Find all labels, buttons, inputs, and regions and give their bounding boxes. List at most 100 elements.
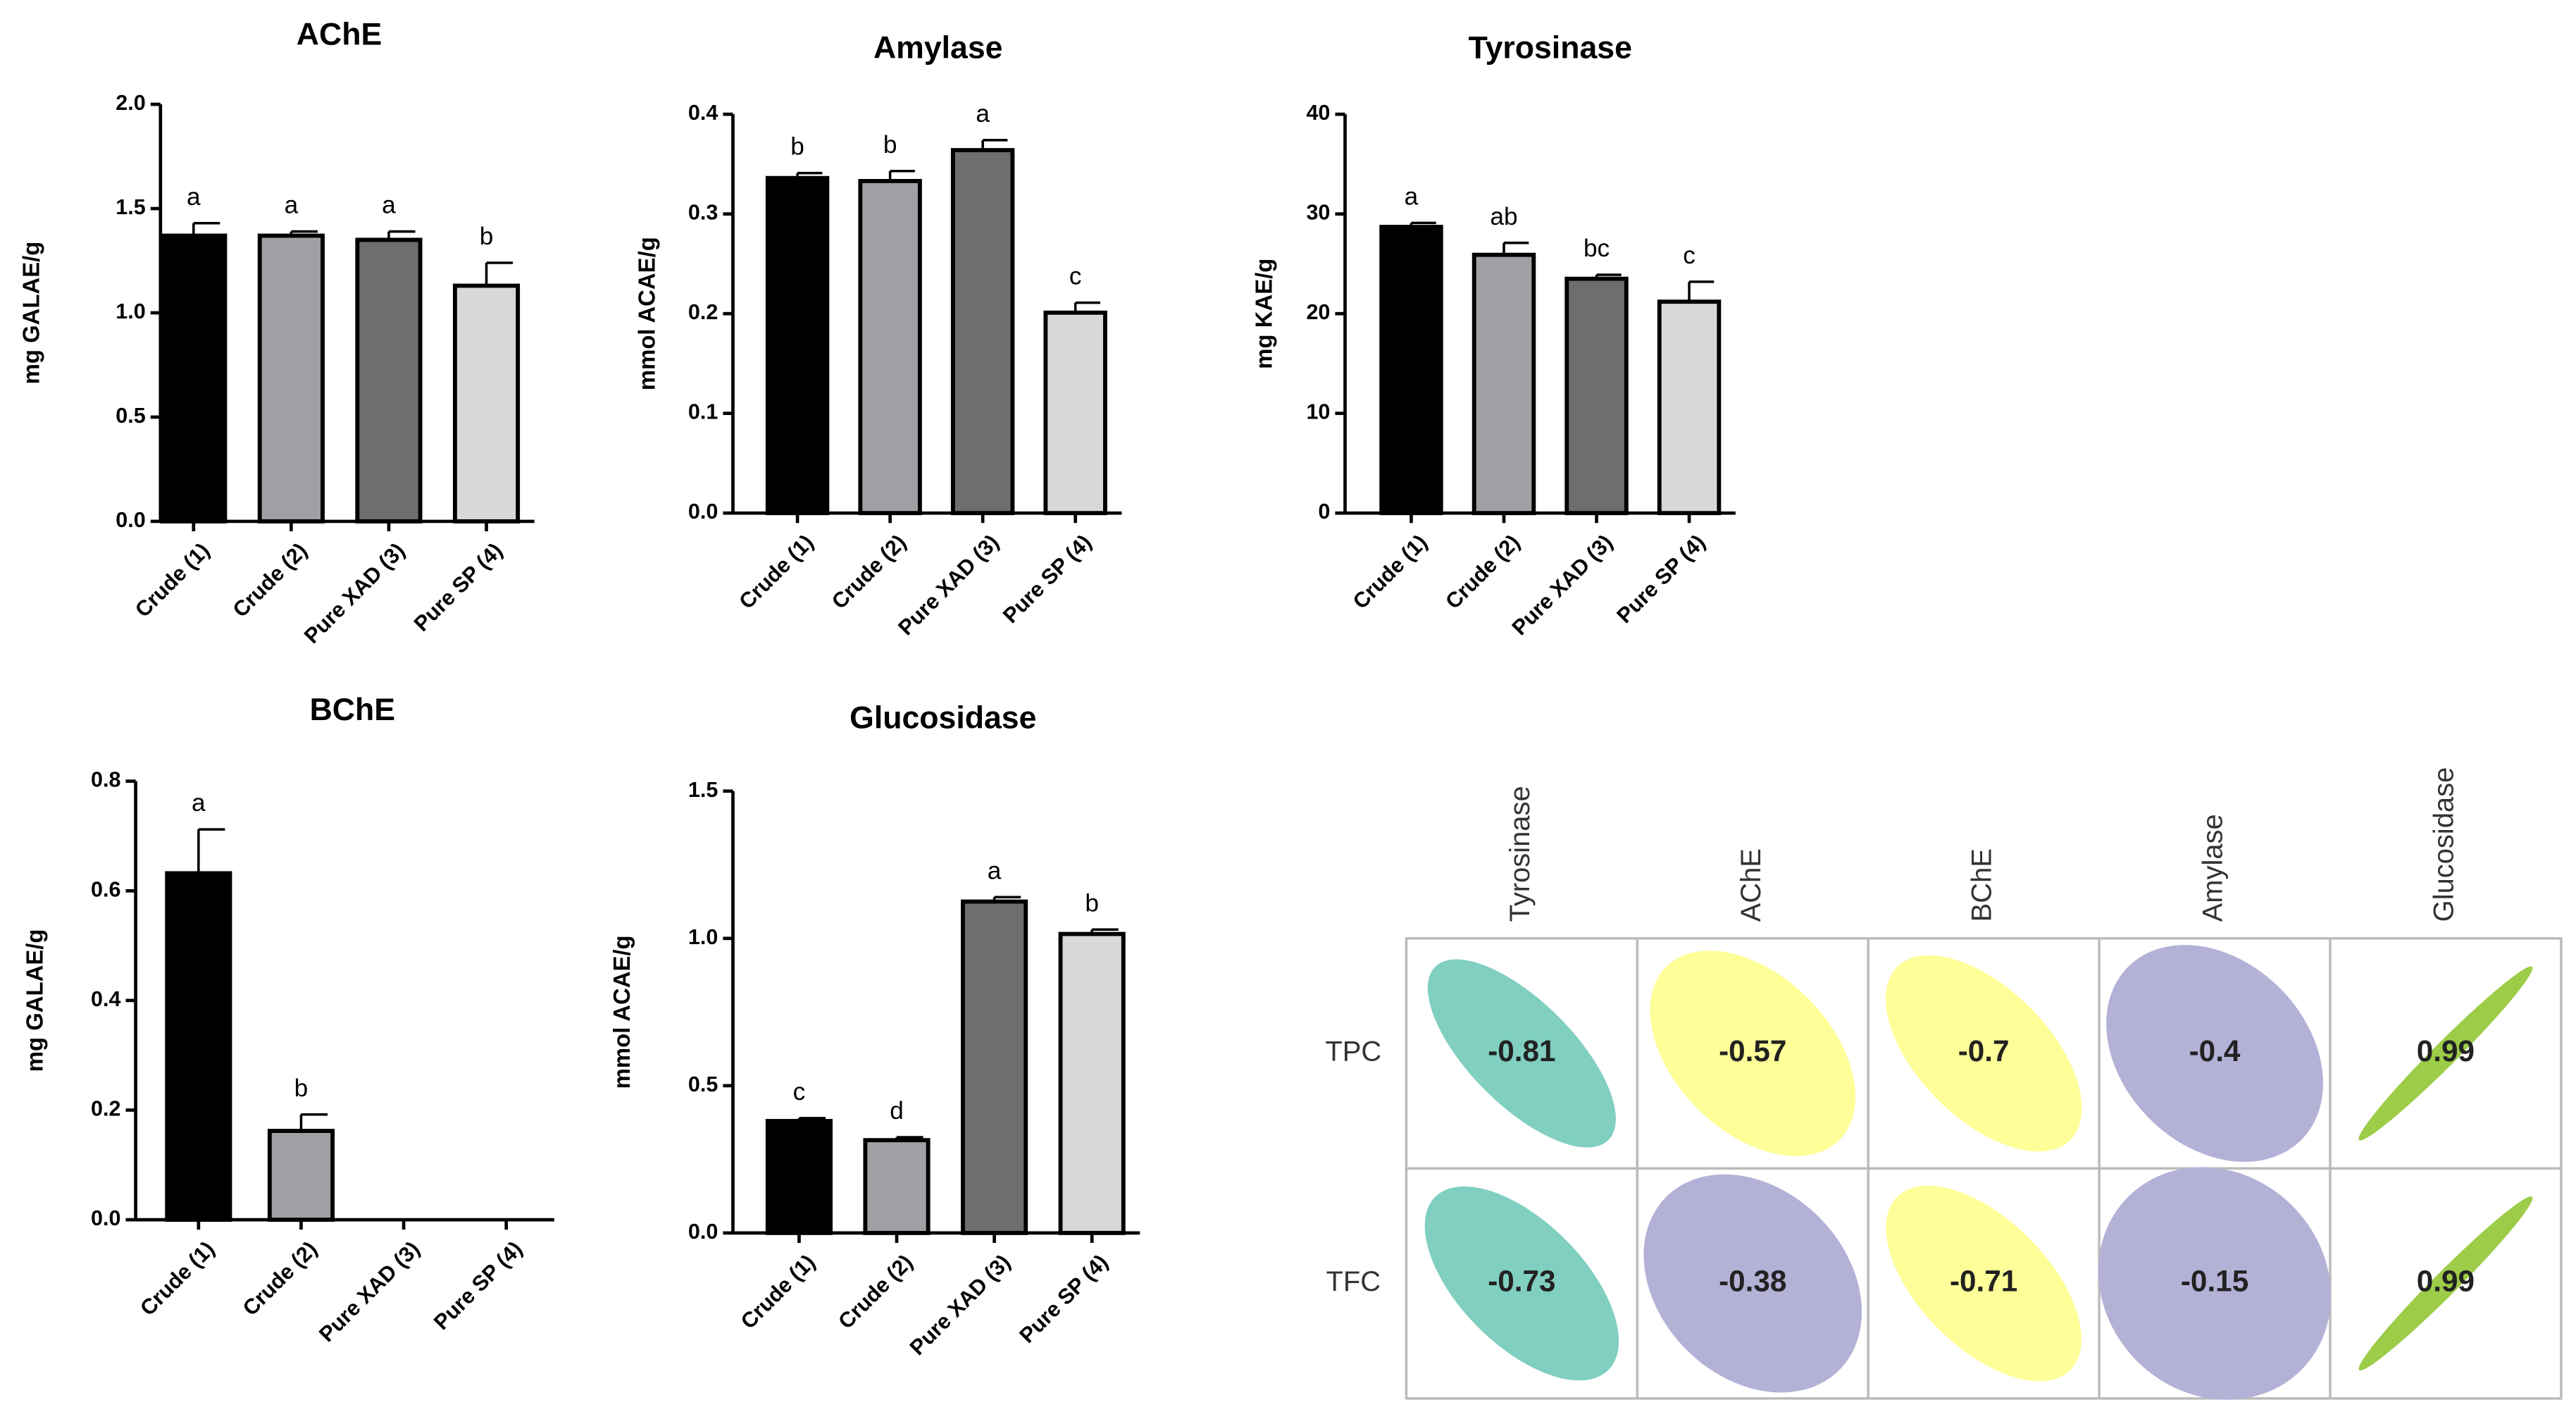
significance-letter: ab [1490, 203, 1517, 230]
x-tick-label: Pure SP (4) [429, 1237, 527, 1335]
error-bar [888, 170, 915, 181]
chart-title: AChE [297, 18, 382, 52]
y-tick-label: 2.0 [116, 91, 145, 115]
y-tick-label: 30 [1306, 201, 1330, 225]
y-tick-label: 0.0 [116, 508, 145, 532]
y-tick-label: 10 [1306, 400, 1330, 424]
bar [1564, 276, 1629, 516]
significance-letter: b [294, 1075, 309, 1102]
error-bar [1595, 273, 1622, 279]
error-bar [981, 139, 1008, 151]
correlation-value: -0.7 [1958, 1034, 2010, 1067]
bar [165, 871, 232, 1222]
error-bar [197, 828, 225, 874]
x-tick-label: Crude (2) [1441, 530, 1525, 614]
significance-letter: b [1085, 889, 1099, 917]
bar [765, 1119, 833, 1235]
error-bar [1410, 221, 1436, 228]
correlation-value: -0.38 [1719, 1265, 1786, 1298]
x-tick-label: Pure SP (4) [1015, 1250, 1113, 1348]
chart-title: Glucosidase [850, 701, 1036, 736]
column-label: Tyrosinase [1505, 786, 1536, 922]
x-tick-label: Pure XAD (3) [905, 1250, 1015, 1360]
significance-letter: b [883, 131, 897, 159]
error-bar [299, 1113, 328, 1132]
correlation-ellipse [1643, 1174, 1862, 1393]
bar [863, 1138, 931, 1235]
significance-letter: a [976, 100, 990, 128]
x-tick-label: Crude (2) [827, 530, 911, 614]
column-label: BChE [1967, 848, 1998, 922]
chart-title: Amylase [873, 30, 1003, 65]
y-tick-label: 1.5 [688, 778, 718, 802]
y-tick-label: 0.0 [688, 1220, 718, 1244]
error-bar [290, 230, 318, 236]
y-axis-label: mmol ACAE/g [633, 237, 659, 390]
correlation-value: -0.73 [1488, 1265, 1555, 1298]
chart-title: Tyrosinase [1469, 30, 1632, 65]
correlation-value: 0.99 [2417, 1265, 2475, 1298]
error-bar [485, 261, 514, 286]
bar [257, 233, 325, 524]
x-tick-label: Pure SP (4) [998, 530, 1096, 628]
correlation-value: -0.4 [2189, 1034, 2241, 1067]
y-axis-label: mg GALAE/g [18, 242, 44, 385]
correlation-value: -0.57 [1719, 1034, 1786, 1067]
y-axis-label: mmol ACAE/g [609, 935, 635, 1089]
error-bar [387, 230, 416, 240]
significance-letter: a [187, 183, 201, 211]
column-label: Amylase [2198, 814, 2229, 922]
row-label: TPC [1325, 1036, 1381, 1067]
error-bar [192, 221, 220, 236]
significance-letter: c [1683, 242, 1695, 269]
significance-letter: c [793, 1078, 806, 1106]
y-tick-label: 0.4 [91, 987, 120, 1011]
correlation-ellipse [2106, 945, 2323, 1162]
correlation-ellipse [1886, 1185, 2082, 1382]
y-tick-label: 0.1 [688, 400, 718, 424]
y-tick-label: 20 [1306, 300, 1330, 324]
bar [765, 175, 830, 516]
y-tick-label: 0.8 [91, 768, 120, 792]
bar [355, 237, 423, 524]
correlation-value: -0.81 [1488, 1034, 1555, 1067]
x-tick-label: Crude (1) [1348, 530, 1432, 614]
significance-letter: b [480, 223, 494, 250]
row-label: TFC [1326, 1266, 1381, 1297]
correlation-value: 0.99 [2417, 1034, 2475, 1067]
significance-letter: a [988, 857, 1002, 884]
error-bar [1502, 241, 1529, 255]
x-tick-label: Crude (1) [130, 538, 214, 622]
correlation-ellipse [2098, 1167, 2332, 1400]
error-bar [797, 1117, 826, 1122]
significance-letter: b [790, 133, 804, 161]
y-tick-label: 0.6 [91, 877, 120, 901]
bar [160, 233, 228, 524]
bar [1379, 225, 1443, 516]
y-tick-label: 1.5 [116, 195, 145, 219]
significance-letter: a [1405, 182, 1419, 210]
correlation-value: -0.71 [1950, 1265, 2017, 1298]
x-tick-label: Crude (1) [136, 1237, 220, 1320]
y-tick-label: 0.2 [688, 300, 718, 324]
y-tick-label: 0.4 [688, 101, 718, 125]
correlation-ellipse [2358, 1196, 2533, 1371]
y-tick-label: 40 [1306, 101, 1330, 125]
x-tick-label: Pure XAD (3) [299, 538, 409, 648]
correlation-ellipse [1650, 951, 1856, 1156]
bar [452, 283, 521, 524]
chart-title: BChE [310, 693, 395, 727]
y-tick-label: 0.0 [91, 1206, 120, 1230]
bar [1657, 299, 1722, 516]
x-tick-label: Crude (2) [834, 1250, 918, 1334]
y-tick-label: 0.5 [688, 1072, 718, 1096]
column-label: AChE [1736, 848, 1767, 922]
error-bar [796, 171, 823, 178]
correlation-ellipse [1424, 1186, 1619, 1381]
correlation-ellipse [2358, 966, 2533, 1141]
significance-letter: bc [1583, 235, 1610, 262]
bar [961, 899, 1028, 1235]
error-bar [1688, 280, 1715, 302]
y-tick-label: 1.0 [688, 925, 718, 949]
